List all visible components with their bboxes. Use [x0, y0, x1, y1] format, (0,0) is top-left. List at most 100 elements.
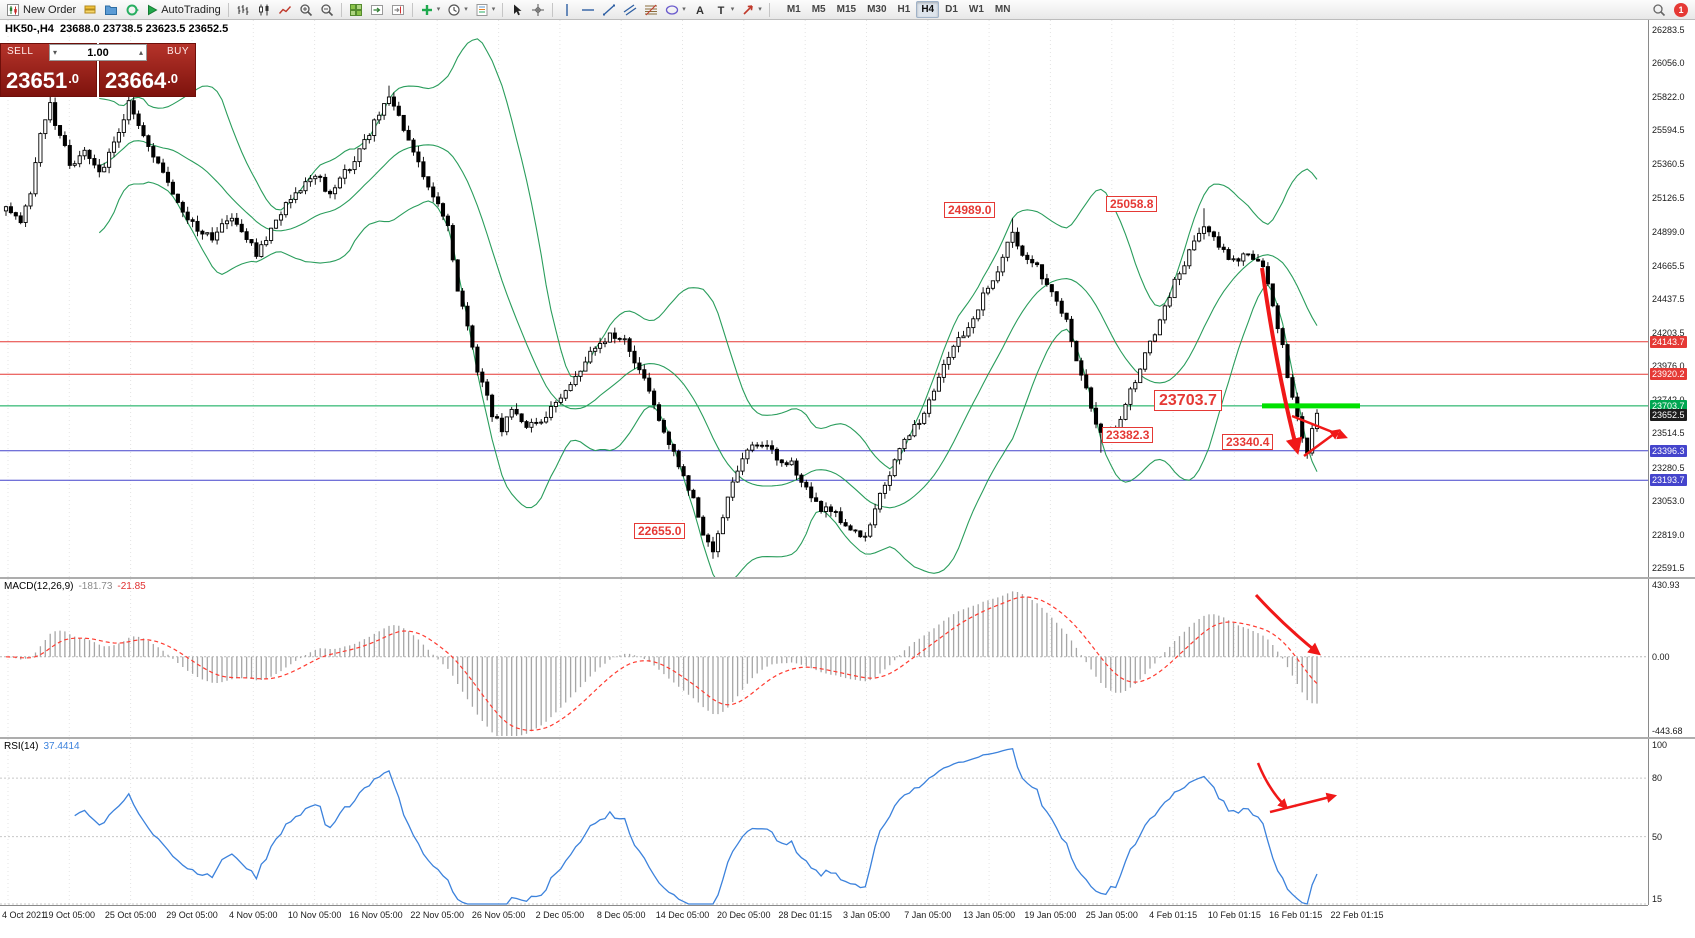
drawn-arrow[interactable]: [1260, 267, 1303, 455]
price-axis[interactable]: 26283.5 26056.0 25822.0 25594.5 25360.5 25126…: [1648, 20, 1695, 905]
buy-button[interactable]: BUY 23664 .0: [99, 43, 196, 97]
grid-lines: [7, 739, 1358, 905]
crosshair-button[interactable]: [528, 1, 548, 19]
panel-splitter-rsi[interactable]: [0, 737, 1695, 739]
templates-button[interactable]: ▾: [472, 1, 499, 19]
ellipse-shape-icon: [666, 4, 679, 15]
price-label-object[interactable]: 23340.4: [1222, 434, 1274, 450]
time-axis-label: 10 Feb 01:15: [1207, 910, 1261, 920]
macd-indicator-label: MACD(12,26,9) -181.73 -21.85: [4, 581, 151, 592]
auto-scroll-button[interactable]: [367, 1, 387, 19]
label-button[interactable]: T ▾: [711, 1, 738, 19]
price-tick: 22819.0: [1652, 529, 1685, 540]
trendline-button[interactable]: [599, 1, 619, 19]
bar-chart-button[interactable]: [233, 1, 253, 19]
time-axis-label: 4 Oct 2021: [2, 910, 47, 920]
caret-down-icon: ▾: [436, 6, 441, 13]
text-icon: A: [696, 5, 704, 17]
time-axis-label: 19 Oct 05:00: [43, 910, 96, 920]
timeframe-w1-button[interactable]: W1: [968, 4, 984, 15]
price-tick: 24203.5: [1652, 328, 1685, 338]
time-axis-label: 3 Jan 05:00: [842, 910, 891, 920]
chart-panel: HK50-,H4 23688.0 23738.5 23623.5 23652.5…: [0, 20, 1648, 577]
sell-price: 23651: [6, 68, 68, 93]
price-tick: 24437.5: [1652, 293, 1685, 304]
rsi-canvas[interactable]: [0, 739, 1648, 905]
timeframe-mn-button[interactable]: MN: [994, 4, 1011, 15]
shapes-button[interactable]: ▾: [662, 1, 689, 19]
volume-value[interactable]: 1.00: [87, 46, 109, 59]
price-label-object[interactable]: 25058.8: [1106, 196, 1158, 212]
indicators-button[interactable]: ▾: [417, 1, 444, 19]
text-button[interactable]: A: [690, 1, 710, 19]
vertical-line-icon: [566, 3, 568, 16]
timeframe-group: M1 M5 M15 M30 H1 H4 D1 W1 MN: [782, 1, 1016, 18]
price-label-object[interactable]: 22655.0: [634, 523, 686, 539]
price-label-object[interactable]: 23703.7: [1154, 390, 1222, 411]
timeframe-m15-button[interactable]: M15: [836, 4, 857, 15]
label-icon: T: [717, 5, 724, 17]
price-tick: 25126.5: [1652, 193, 1685, 204]
arrows-tool-button[interactable]: ▾: [738, 1, 765, 19]
macd-scale-tick: 430.93: [1652, 580, 1680, 590]
timeframe-m1-button[interactable]: M1: [786, 4, 801, 15]
price-tag: 23396.3: [1650, 444, 1687, 457]
refresh-button[interactable]: [122, 1, 142, 19]
bar-chart-icon: [237, 4, 249, 15]
volume-decrease-icon[interactable]: ▾: [53, 48, 58, 57]
horizontal-line-icon: [582, 8, 595, 11]
channel-button[interactable]: [620, 1, 640, 19]
drawn-arrow[interactable]: [1254, 593, 1321, 656]
drawn-arrow[interactable]: [1303, 429, 1341, 458]
chart-shift-button[interactable]: [388, 1, 408, 19]
volume-increase-icon[interactable]: ▴: [138, 48, 143, 57]
price-tick: 23280.5: [1652, 462, 1685, 473]
macd-histogram: [10, 591, 1318, 736]
sell-label: SELL: [7, 46, 34, 57]
drawn-arrow[interactable]: [1269, 792, 1338, 814]
buy-label: BUY: [166, 46, 189, 57]
new-chart-button[interactable]: [80, 1, 100, 19]
tile-windows-button[interactable]: [346, 1, 366, 19]
macd-signal-value: -21.85: [117, 581, 146, 592]
time-axis-label: 29 Oct 05:00: [166, 910, 218, 920]
price-label-object[interactable]: 23382.3: [1102, 427, 1154, 443]
price-label-object[interactable]: 24989.0: [944, 202, 996, 218]
price-tick: 25594.5: [1652, 125, 1685, 136]
toolbar: New Order AutoTrading: [0, 0, 1695, 20]
search-button[interactable]: [1649, 1, 1669, 19]
cursor-button[interactable]: [507, 1, 527, 19]
timeframe-d1-button[interactable]: D1: [945, 4, 958, 15]
volume-input[interactable]: ▾ 1.00 ▴: [49, 44, 147, 61]
notification-badge[interactable]: 1: [1674, 2, 1688, 17]
rsi-line: [74, 747, 1318, 905]
toolbar-separator: [227, 2, 229, 17]
profiles-button[interactable]: [101, 1, 121, 19]
candlestick-chart-button[interactable]: [254, 1, 274, 19]
caret-down-icon: ▾: [730, 6, 735, 13]
periods-button[interactable]: ▾: [444, 1, 471, 19]
line-chart-icon: [278, 5, 291, 14]
macd-canvas[interactable]: [0, 579, 1648, 737]
vertical-line-button[interactable]: [557, 1, 577, 19]
line-chart-button[interactable]: [275, 1, 295, 19]
timeframe-h4-button[interactable]: H4: [916, 1, 940, 18]
tile-windows-icon: [349, 3, 362, 16]
fibonacci-button[interactable]: [641, 1, 661, 19]
time-axis[interactable]: 4 Oct 2021 19 Oct 05:00 25 Oct 05:00 29 Oct…: [0, 905, 1648, 938]
horizontal-line-button[interactable]: [578, 1, 598, 19]
new-order-button[interactable]: New Order: [3, 1, 79, 19]
panel-splitter-macd[interactable]: [0, 577, 1695, 579]
indicators-plus-icon: [421, 4, 432, 15]
timeframe-m5-button[interactable]: M5: [811, 4, 826, 15]
one-click-trading-panel: SELL 23651 .0 BUY 23664 .0 ▾ 1.00 ▴: [0, 43, 196, 97]
new-order-label: New Order: [23, 3, 77, 16]
timeframe-m30-button[interactable]: M30: [867, 4, 887, 15]
price-chart-canvas[interactable]: [0, 20, 1648, 577]
timeframe-h1-button[interactable]: H1: [897, 4, 911, 15]
zoom-out-button[interactable]: [317, 1, 337, 19]
zoom-in-button[interactable]: [296, 1, 316, 19]
autotrading-button[interactable]: AutoTrading: [143, 1, 224, 19]
rsi-scale-tick: 100: [1652, 740, 1668, 750]
drawn-arrow[interactable]: [1256, 762, 1289, 810]
